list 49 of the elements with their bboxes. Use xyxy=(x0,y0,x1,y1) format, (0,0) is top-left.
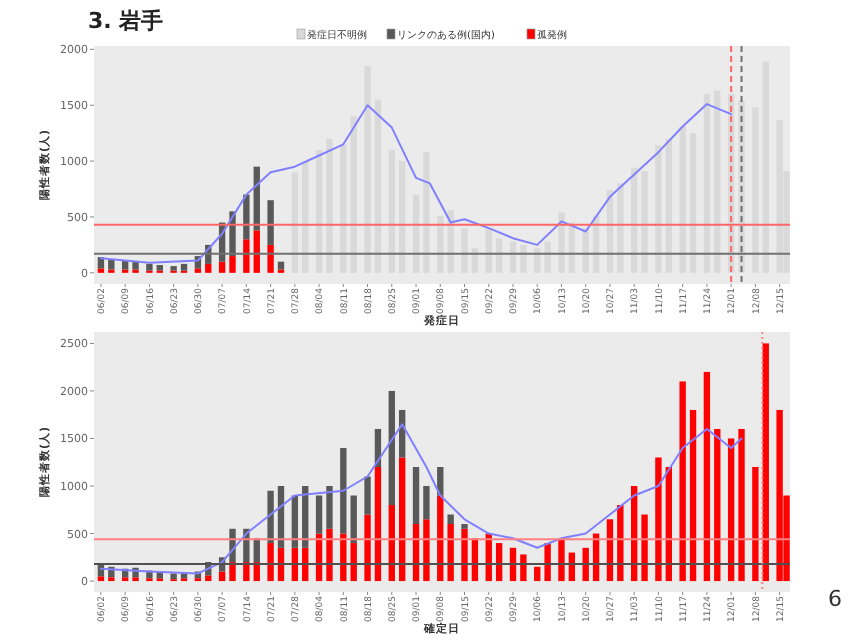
bar xyxy=(243,239,250,273)
bar xyxy=(447,524,454,582)
bar xyxy=(423,519,430,582)
bar xyxy=(727,438,735,582)
bar xyxy=(762,343,769,582)
bar xyxy=(326,486,333,529)
bar xyxy=(229,256,236,273)
bar xyxy=(752,466,759,582)
bar xyxy=(156,265,163,271)
bar xyxy=(776,409,783,582)
bar xyxy=(340,447,347,534)
bar xyxy=(243,194,250,240)
bar xyxy=(364,476,371,515)
bar xyxy=(617,505,624,582)
bar xyxy=(146,263,153,271)
bar xyxy=(374,466,382,582)
bar xyxy=(703,371,711,582)
bar xyxy=(783,171,790,273)
bar xyxy=(267,244,274,273)
bar xyxy=(267,200,274,245)
bar xyxy=(412,466,420,525)
text: 6 xyxy=(828,586,842,612)
bar xyxy=(655,457,662,582)
line-series xyxy=(99,423,743,575)
line-series xyxy=(99,103,733,264)
bar xyxy=(170,573,177,580)
bar xyxy=(641,514,648,582)
bar xyxy=(132,261,139,270)
bar xyxy=(267,490,274,544)
bar xyxy=(364,514,371,582)
bar xyxy=(679,381,686,582)
bar xyxy=(398,457,406,582)
bar xyxy=(447,514,454,525)
bar xyxy=(714,428,721,582)
bar xyxy=(534,566,541,582)
bar xyxy=(738,428,745,582)
bar xyxy=(388,390,395,506)
bar xyxy=(689,409,697,582)
bar xyxy=(180,263,188,271)
bar xyxy=(253,230,260,273)
bar xyxy=(315,495,323,534)
bar xyxy=(267,543,274,582)
chart-title: 3. 岩手 xyxy=(88,8,164,34)
bar xyxy=(218,261,226,273)
bar xyxy=(205,263,212,273)
bar xyxy=(423,486,430,520)
bar xyxy=(520,554,527,582)
bar xyxy=(205,575,212,582)
bar xyxy=(97,576,105,582)
